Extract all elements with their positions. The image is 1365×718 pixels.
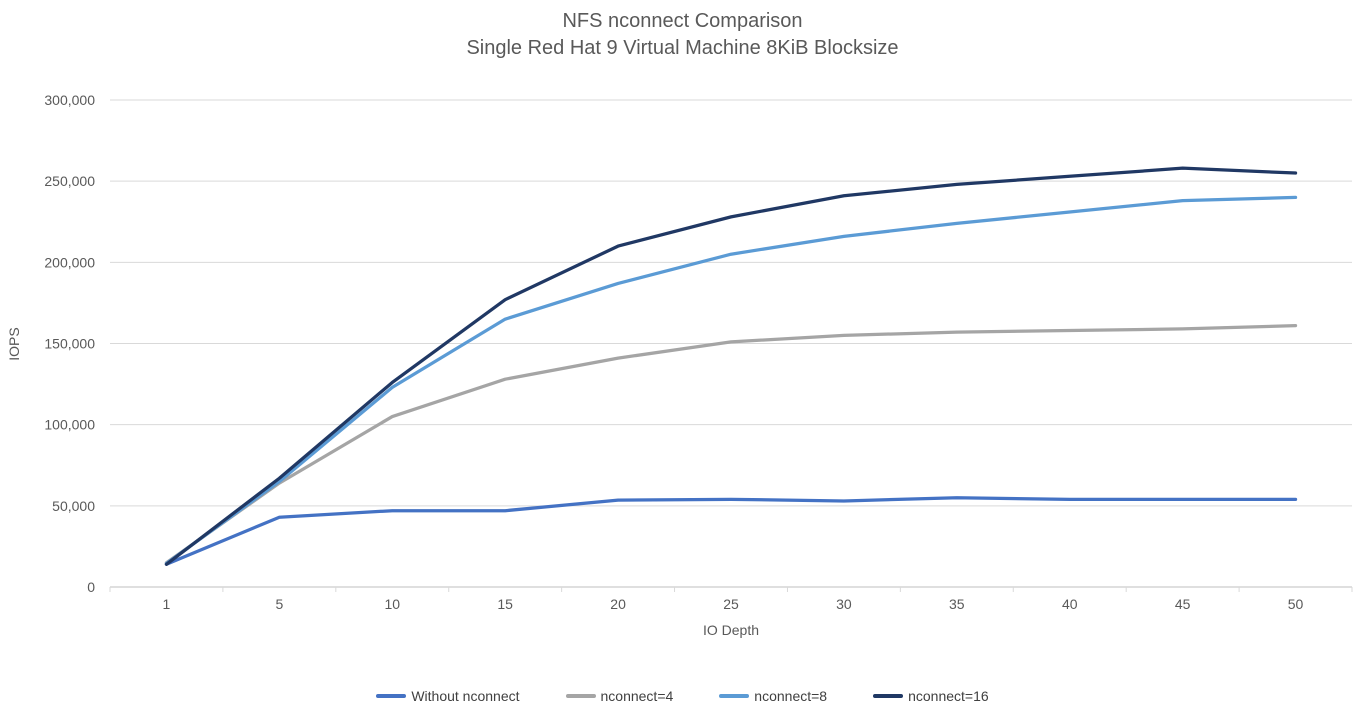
y-tick-label: 300,000 bbox=[44, 92, 95, 108]
x-tick-label: 45 bbox=[1175, 596, 1191, 612]
x-tick-label: 15 bbox=[497, 596, 513, 612]
legend-line-swatch-icon bbox=[873, 694, 904, 698]
legend-item-nconnect-16: nconnect=16 bbox=[873, 688, 989, 704]
x-tick-label: 35 bbox=[949, 596, 965, 612]
x-tick-label: 30 bbox=[836, 596, 852, 612]
y-tick-label: 100,000 bbox=[44, 417, 95, 433]
series-line-without-nconnect bbox=[164, 496, 1298, 566]
x-tick-label: 1 bbox=[163, 596, 171, 612]
x-tick-label: 10 bbox=[384, 596, 400, 612]
line-chart-plot-area: 0 50,000 100,000 150,000 200,000 250,000 300,0… bbox=[44, 92, 1353, 612]
x-tick-label: 5 bbox=[275, 596, 283, 612]
y-tick-label: 200,000 bbox=[44, 254, 95, 270]
legend-item-without-nconnect: Without nconnect bbox=[376, 688, 520, 704]
y-tick-label: 150,000 bbox=[44, 336, 95, 352]
y-tick-label: 50,000 bbox=[52, 498, 95, 514]
series-line-nconnect-8 bbox=[164, 195, 1298, 566]
chart-title-line2: Single Red Hat 9 Virtual Machine 8KiB Bl… bbox=[466, 37, 899, 59]
legend-line-swatch-icon bbox=[565, 694, 596, 698]
chart-title: NFS nconnect Comparison Single Red Hat 9… bbox=[0, 8, 1365, 62]
legend-label: nconnect=4 bbox=[600, 688, 674, 704]
chart-title-line1: NFS nconnect Comparison bbox=[562, 10, 803, 32]
x-tick-label: 40 bbox=[1062, 596, 1078, 612]
legend-label: Without nconnect bbox=[411, 688, 520, 704]
y-axis-title: IOPS bbox=[6, 327, 22, 361]
legend-label: nconnect=8 bbox=[754, 688, 828, 704]
legend-line-swatch-icon bbox=[719, 694, 750, 698]
x-tick-label: 20 bbox=[610, 596, 626, 612]
y-tick-label: 250,000 bbox=[44, 173, 95, 189]
x-axis-title: IO Depth bbox=[702, 622, 760, 638]
chart-legend: Without nconnect nconnect=4 nconnect=8 n… bbox=[0, 688, 1365, 704]
y-tick-label: 0 bbox=[87, 579, 95, 595]
legend-line-swatch-icon bbox=[376, 694, 407, 698]
x-tick-label: 50 bbox=[1288, 596, 1304, 612]
series-line-nconnect-16 bbox=[164, 166, 1298, 566]
legend-item-nconnect-8: nconnect=8 bbox=[719, 688, 827, 704]
series-line-nconnect-4 bbox=[164, 324, 1298, 565]
legend-item-nconnect-4: nconnect=4 bbox=[565, 688, 674, 704]
legend-label: nconnect=16 bbox=[908, 688, 989, 704]
x-tick-label: 25 bbox=[723, 596, 739, 612]
